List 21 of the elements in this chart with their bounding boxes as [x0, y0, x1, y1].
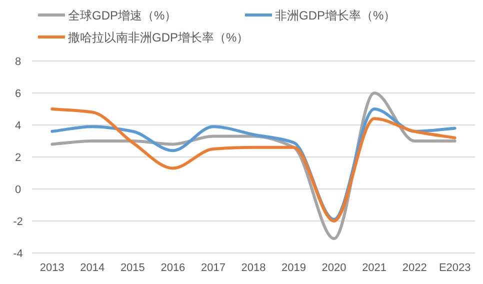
x-tick-label: 2013 — [40, 262, 64, 274]
y-tick-label: -2 — [13, 216, 23, 228]
y-tick-label: -4 — [13, 248, 23, 260]
x-tick-label: 2022 — [402, 262, 427, 274]
legend-label: 全球GDP增速（%） — [68, 8, 177, 22]
x-tick-label: 2021 — [362, 262, 387, 274]
y-tick-label: 0 — [14, 184, 22, 196]
y-tick-label: 8 — [14, 56, 22, 68]
x-tick-label: 2018 — [241, 262, 266, 274]
x-tick-label: 2014 — [80, 262, 105, 274]
legend-label: 撒哈拉以南非洲GDP增长率（%） — [68, 30, 249, 44]
y-tick-label: 2 — [14, 152, 22, 164]
x-tick-label: 2020 — [322, 262, 346, 274]
x-tick-label: E2023 — [438, 262, 471, 274]
x-tick-label: 2019 — [282, 262, 306, 274]
x-tick-label: 2017 — [200, 262, 226, 274]
legend-label: 非洲GDP增长率（%） — [275, 8, 396, 22]
y-tick-label: 6 — [14, 88, 22, 100]
x-tick-label: 2015 — [120, 262, 145, 274]
x-tick-label: 2016 — [160, 262, 186, 274]
y-tick-label: 4 — [14, 120, 22, 132]
